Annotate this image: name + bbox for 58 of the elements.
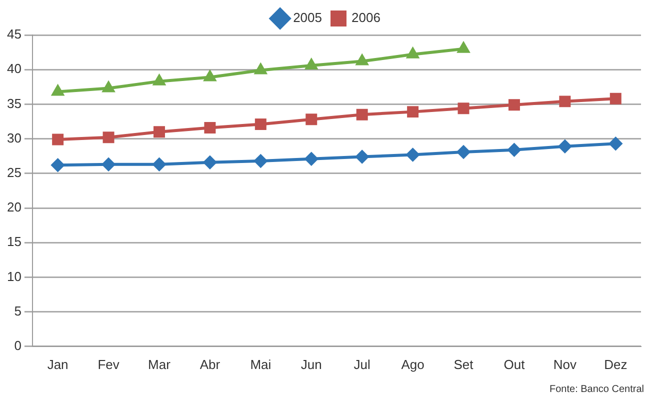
x-tick-label: Dez xyxy=(604,356,628,372)
point xyxy=(254,118,266,130)
point xyxy=(152,158,166,171)
point xyxy=(508,99,520,111)
x-tick-label: Abr xyxy=(200,356,221,372)
point xyxy=(204,122,216,134)
point xyxy=(458,42,470,53)
y-tick-label: 0 xyxy=(14,338,22,353)
y-tick-label: 40 xyxy=(6,61,22,76)
point xyxy=(102,158,116,171)
y-tick-label: 45 xyxy=(6,26,22,42)
point xyxy=(52,85,64,96)
point xyxy=(407,106,419,118)
x-tick-label: Nov xyxy=(553,356,577,372)
point xyxy=(356,108,368,120)
source-note: Fonte: Banco Central xyxy=(550,384,644,395)
y-tick-label: 25 xyxy=(6,164,22,180)
point xyxy=(558,140,572,153)
x-tick-label: Jun xyxy=(300,356,322,372)
point xyxy=(457,145,470,158)
point xyxy=(610,92,622,104)
y-tick-label: 20 xyxy=(6,200,22,215)
point xyxy=(254,154,268,168)
point xyxy=(306,58,318,70)
y-tick-label: 30 xyxy=(6,130,22,146)
y-tick-label: 35 xyxy=(6,96,22,111)
x-tick-label: Fev xyxy=(98,356,120,372)
point xyxy=(306,114,318,126)
y-tick-label: 10 xyxy=(6,268,22,284)
y-tick-label: 5 xyxy=(14,303,22,318)
x-tick-label: Set xyxy=(454,356,474,372)
point xyxy=(356,150,369,164)
x-tick-label: Jan xyxy=(47,356,68,372)
point xyxy=(102,82,114,92)
x-tick-label: Out xyxy=(504,356,526,372)
point xyxy=(406,48,419,58)
point xyxy=(153,74,166,86)
point xyxy=(51,158,64,172)
x-tick-label: Mar xyxy=(148,356,172,372)
point xyxy=(458,102,470,114)
point xyxy=(254,64,266,74)
point xyxy=(203,156,216,169)
point xyxy=(508,143,521,156)
point xyxy=(609,137,622,150)
point xyxy=(304,152,318,166)
legend-label: 2005 xyxy=(293,10,322,26)
point xyxy=(204,70,216,82)
legend-label: 2006 xyxy=(352,10,380,26)
point xyxy=(406,148,420,162)
point xyxy=(102,132,114,144)
x-tick-label: Mai xyxy=(250,356,272,372)
x-tick-label: Jul xyxy=(354,356,371,372)
y-tick-label: 15 xyxy=(6,234,22,250)
x-tick-label: Ago xyxy=(401,356,424,372)
point xyxy=(153,126,165,138)
point xyxy=(559,96,571,108)
point xyxy=(52,134,64,146)
point xyxy=(356,54,368,66)
